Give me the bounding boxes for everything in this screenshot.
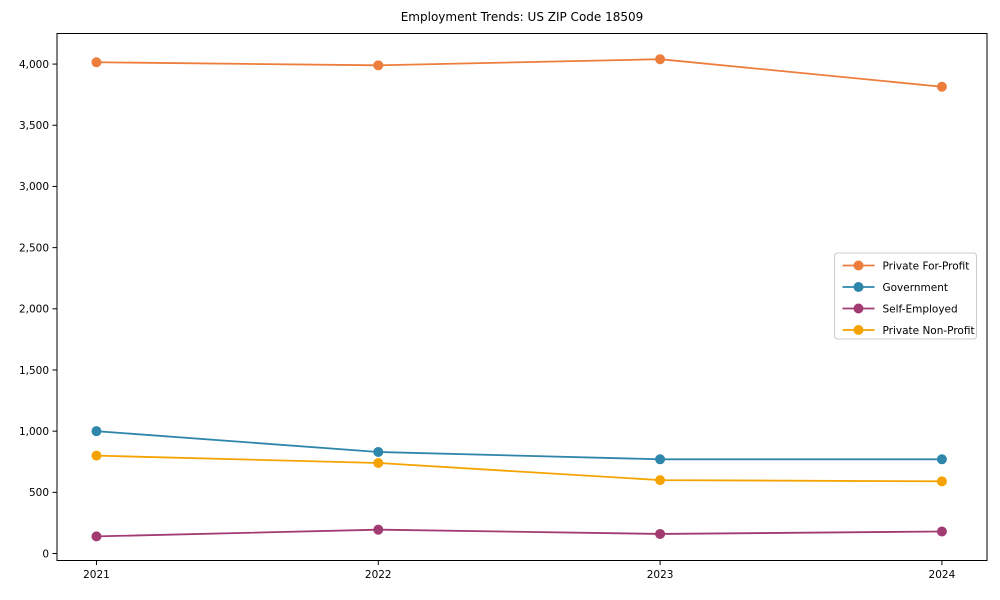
y-axis-tick-label: 0 <box>42 548 49 560</box>
x-axis-tick-label: 2024 <box>929 569 956 581</box>
series-line <box>96 528 942 538</box>
data-point-marker <box>936 454 947 465</box>
legend-label: Private Non-Profit <box>883 325 975 337</box>
x-axis-tick-label: 2022 <box>365 569 392 581</box>
legend-box <box>834 252 977 340</box>
x-axis-tick-label: 2023 <box>647 569 674 581</box>
y-axis-tick-label: 3,500 <box>19 120 49 132</box>
y-axis-tick-label: 500 <box>29 487 49 499</box>
data-point-marker <box>936 526 947 537</box>
legend-marker-dot <box>853 325 864 335</box>
data-point-marker <box>91 450 102 461</box>
legend-label: Self-Employed <box>883 303 958 315</box>
y-axis-tick-label: 1,500 <box>19 365 49 377</box>
series-line <box>96 454 942 483</box>
data-point-marker <box>655 54 666 65</box>
y-axis-tick-label: 1,000 <box>19 426 49 438</box>
data-point-marker <box>936 81 947 92</box>
data-point-marker <box>91 531 102 542</box>
series-line <box>96 430 942 461</box>
data-point-marker <box>655 475 666 486</box>
data-point-marker <box>91 426 102 437</box>
data-point-marker <box>655 528 666 539</box>
data-point-marker <box>373 446 384 457</box>
legend-label: Private For-Profit <box>883 260 970 272</box>
data-point-marker <box>373 60 384 71</box>
y-axis-tick-label: 3,000 <box>19 181 49 193</box>
legend-marker-dot <box>853 303 864 314</box>
y-axis-tick-label: 2,500 <box>19 242 49 254</box>
chart-title: Employment Trends: US ZIP Code 18509 <box>400 10 644 24</box>
y-axis-tick-label: 4,000 <box>19 59 49 71</box>
plot-area-border <box>56 33 988 561</box>
data-point-marker <box>91 57 102 68</box>
legend-marker-dot <box>853 282 864 292</box>
data-point-marker <box>373 524 384 535</box>
legend-marker-dot <box>853 260 864 271</box>
data-point-marker <box>373 457 384 468</box>
legend-label: Government <box>883 282 948 294</box>
data-point-marker <box>936 476 947 487</box>
x-axis-tick-label: 2021 <box>83 569 110 581</box>
data-point-marker <box>655 454 666 465</box>
series-line <box>96 58 942 88</box>
y-axis-tick-label: 2,000 <box>19 304 49 316</box>
